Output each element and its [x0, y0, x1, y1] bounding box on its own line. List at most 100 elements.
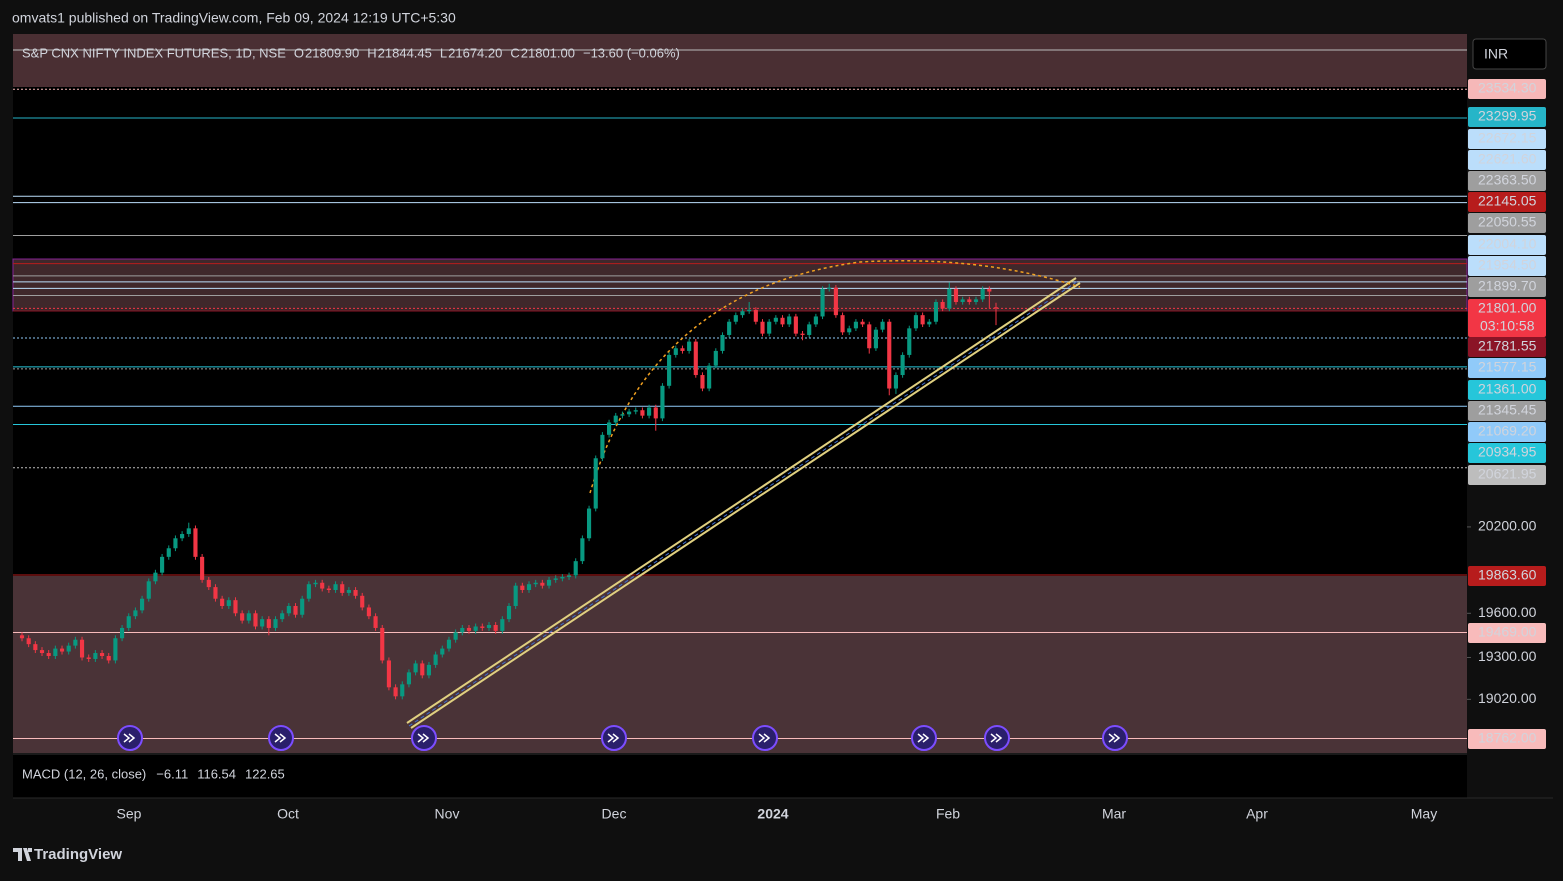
- event-icon-glyph: [607, 733, 620, 743]
- candle-body: [840, 315, 845, 333]
- candle-body: [773, 317, 778, 322]
- candle-body: [600, 434, 605, 459]
- indicator-name: MACD (12, 26, close): [22, 766, 146, 781]
- candle-body: [933, 302, 939, 322]
- candle-body: [827, 287, 832, 289]
- event-icon-glyph: [417, 733, 430, 743]
- publisher: omvats1 published on TradingView.com, Fe…: [12, 10, 456, 26]
- candle-body: [460, 627, 465, 633]
- x-label: Sep: [117, 806, 142, 822]
- currency-button[interactable]: [1472, 38, 1547, 70]
- candle-body: [566, 575, 572, 577]
- candle-body: [900, 354, 905, 376]
- x-label: May: [1411, 806, 1437, 822]
- footer-brand: TradingView: [34, 846, 122, 863]
- price-label: 20621.95: [1478, 466, 1537, 482]
- event-icon-glyph: [758, 733, 771, 743]
- price-label-bg: [1468, 107, 1546, 127]
- candle-body: [633, 410, 638, 412]
- trendline-mid: [408, 280, 1079, 727]
- price-label: 23534.30: [1478, 80, 1537, 96]
- candle-body: [747, 309, 752, 312]
- candle-body: [980, 288, 985, 300]
- event-icon-glyph: [123, 733, 136, 743]
- candle-body: [373, 616, 378, 628]
- price-label: 22621.60: [1478, 151, 1537, 167]
- candle-body: [713, 350, 718, 366]
- candle-body: [753, 309, 758, 322]
- candle-body: [500, 619, 505, 631]
- event-icon-glyph: [917, 733, 930, 743]
- candle-body: [99, 653, 105, 656]
- candle-body: [406, 672, 411, 685]
- candle-body: [513, 585, 518, 606]
- price-label: 22672.15: [1478, 130, 1537, 146]
- candle-body: [620, 414, 625, 416]
- candle-body: [767, 321, 772, 334]
- candle-body: [413, 663, 418, 673]
- event-icon-glyph: [990, 733, 1003, 743]
- legend-value: 21844.45: [378, 45, 432, 60]
- candle-body: [46, 653, 51, 656]
- candle-body: [853, 321, 858, 329]
- candle-body: [313, 582, 318, 585]
- y-tick-label: 20200.00: [1478, 518, 1537, 534]
- candle-body: [907, 328, 912, 355]
- candle-body: [240, 613, 245, 621]
- candle-body: [673, 348, 678, 355]
- candle-body: [140, 598, 145, 611]
- candle-body: [893, 375, 898, 389]
- candle-body: [380, 627, 385, 661]
- candle-body: [206, 579, 211, 588]
- candle-body: [793, 316, 798, 334]
- candle-body: [53, 648, 58, 656]
- price-label-bg: [1468, 465, 1546, 485]
- candle-body: [113, 638, 118, 661]
- drawings: [406, 260, 1081, 729]
- candle-body: [226, 600, 231, 606]
- candle-body: [193, 528, 198, 557]
- candle-body: [146, 581, 151, 599]
- y-tick-label: 19020.00: [1478, 690, 1537, 706]
- candle-body: [386, 660, 391, 688]
- y-tick-label: 19300.00: [1478, 648, 1537, 664]
- candle-body: [333, 584, 338, 591]
- symbol-title: S&P CNX NIFTY INDEX FUTURES, 1D, NSE: [22, 45, 286, 60]
- candle-body: [953, 288, 959, 303]
- candle-body: [653, 407, 658, 419]
- price-label: 18762.00: [1478, 730, 1537, 746]
- candle-body: [493, 625, 498, 631]
- legend-key: H: [367, 45, 376, 60]
- candle-body: [506, 605, 512, 620]
- candle-body: [33, 644, 38, 651]
- candle-body: [607, 422, 612, 435]
- candle-body: [687, 341, 692, 351]
- candle-body: [246, 613, 251, 621]
- candle-body: [360, 595, 365, 608]
- candle-body: [540, 582, 545, 586]
- candle-body: [967, 299, 972, 303]
- price-label: 19863.60: [1478, 567, 1537, 583]
- candle-body: [86, 657, 91, 659]
- price-label-bg: [1468, 401, 1546, 421]
- price-label-bg: [1468, 79, 1546, 99]
- price-label-bg: [1468, 566, 1546, 586]
- candle-body: [73, 639, 78, 646]
- candle-body: [353, 590, 358, 596]
- price-label-bg: [1468, 171, 1546, 191]
- candle-body: [627, 411, 632, 415]
- candle-body: [947, 288, 952, 309]
- price-label: 21899.70: [1478, 278, 1537, 294]
- candle-body: [480, 626, 485, 628]
- currency[interactable]: INR: [1484, 46, 1508, 62]
- price-label: 21954.50: [1478, 257, 1537, 273]
- candle-body: [847, 328, 852, 333]
- x-label: Mar: [1102, 806, 1126, 822]
- candle-body: [220, 598, 225, 606]
- price-label-bg: [1468, 277, 1546, 297]
- candle-body: [580, 538, 585, 562]
- candle-body: [707, 365, 712, 389]
- candle-body: [19, 635, 25, 639]
- candle-body: [927, 321, 932, 325]
